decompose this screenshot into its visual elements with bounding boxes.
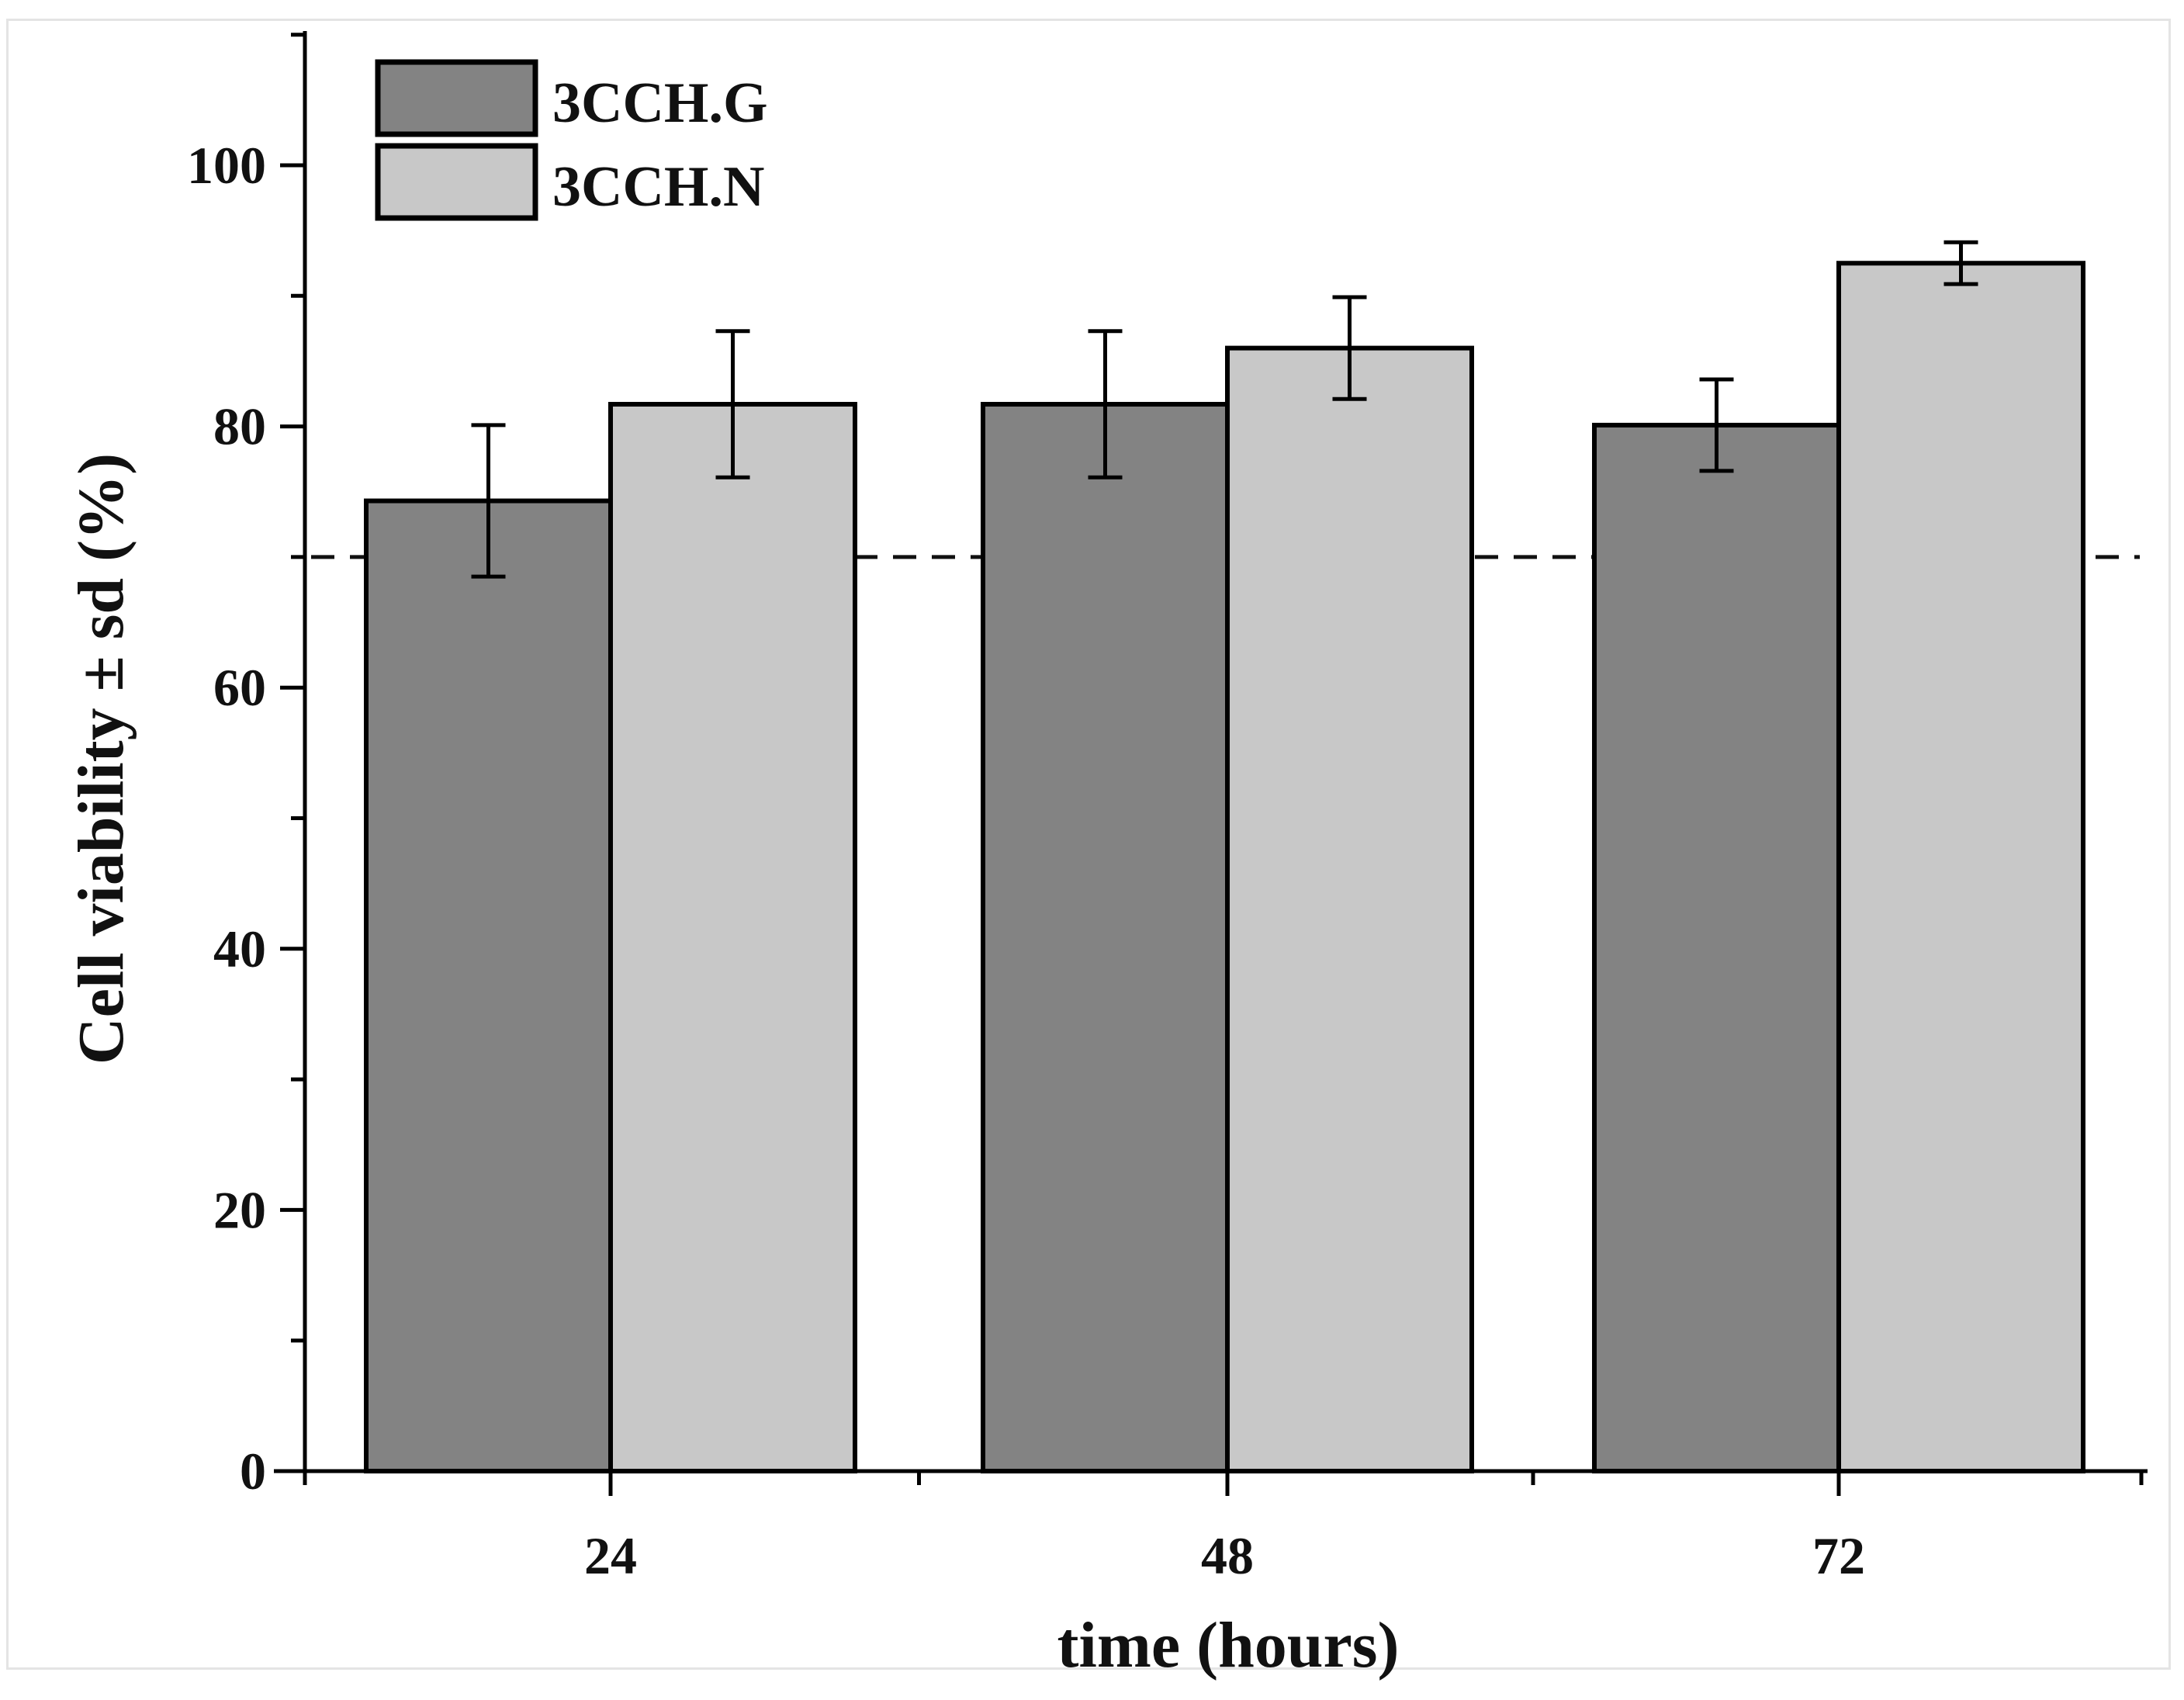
legend-swatch-3cch-n: [375, 143, 538, 221]
y-tick-label-0: 0: [240, 1442, 266, 1501]
figure-frame: [6, 19, 2171, 1670]
y-tick-label-20: 20: [213, 1180, 266, 1239]
legend: 3CCH.G 3CCH.N: [375, 59, 768, 221]
legend-label-3cch-g: 3CCH.G: [552, 71, 768, 135]
y-ticks-group: 0 20 40 60 80 100: [187, 33, 305, 1501]
bar-3cch-g-48: [981, 401, 1230, 1473]
x-tick-label-48: 48: [1201, 1526, 1254, 1585]
y-tick-label-40: 40: [213, 919, 266, 978]
bar-3cch-g-24: [364, 498, 613, 1473]
x-axis-title: time (hours): [1057, 1609, 1400, 1681]
error-bars-group: [471, 240, 1978, 579]
bar-3cch-n-24: [608, 401, 857, 1473]
bar-3cch-n-72: [1836, 261, 2085, 1474]
bars-group: [364, 261, 2085, 1474]
axes-group: [274, 31, 2148, 1473]
y-tick-label-80: 80: [213, 397, 266, 456]
legend-label-3cch-n: 3CCH.N: [552, 155, 764, 219]
x-ticks-group: 24 48 72: [303, 1471, 2144, 1585]
bar-3cch-n-48: [1225, 345, 1474, 1473]
y-tick-label-60: 60: [213, 658, 266, 717]
y-tick-label-100: 100: [187, 136, 266, 195]
x-tick-label-72: 72: [1812, 1526, 1865, 1585]
x-tick-label-24: 24: [584, 1526, 637, 1585]
y-axis-title: Cell viability ± sd (%): [65, 453, 137, 1065]
legend-swatch-3cch-g: [375, 59, 538, 137]
bar-3cch-g-72: [1592, 422, 1841, 1473]
